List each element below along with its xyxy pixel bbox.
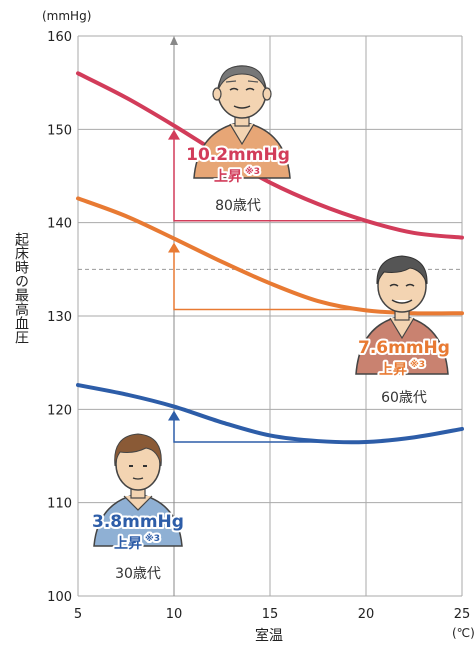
y-tick-label: 130 [47,310,72,325]
rise-note-80s: ※3 [245,166,260,177]
rise-bracket-2 [173,412,366,443]
x-axis-unit: (℃) [452,626,475,640]
series-line-2 [76,383,464,445]
y-tick-label: 140 [47,217,72,232]
rise-word-60s: 上昇 [379,362,407,378]
y-axis-label: 起床時の最高血圧 [13,232,29,344]
middle-aged-man-icon [355,255,449,375]
age-label-30s: 30歳代 [115,566,161,582]
rise-label-80s: 10.2mmHg [186,145,290,165]
x10-axis-arrowhead [170,36,178,45]
rise-note-60s: ※3 [410,359,425,370]
y-tick-label: 150 [47,123,72,138]
rise-label-60s: 7.6mmHg [358,338,450,358]
rise-arrowhead-0 [168,129,180,140]
x-tick-label: 20 [358,607,375,622]
x-axis-label: 室温 [255,627,283,644]
series-line-0 [76,71,464,240]
rise-word-80s: 上昇 [214,169,242,185]
rise-arrowhead-2 [168,410,180,421]
age-label-80s: 80歳代 [215,198,261,214]
rise-arrowhead-1 [168,242,180,253]
x-tick-label: 15 [262,607,279,622]
y-tick-label: 120 [47,403,72,418]
rise-arrow-layer [168,36,366,596]
rise-bracket-0 [173,131,366,222]
elderly-man-icon [193,65,291,179]
rise-label-30s: 3.8mmHg [92,512,184,532]
y-tick-label: 100 [47,590,72,605]
rise-word-30s: 上昇 [114,536,142,552]
x-tick-label: 5 [74,607,82,622]
y-axis-unit: (mmHg) [42,9,91,23]
young-man-icon [93,433,183,547]
rise-bracket-1 [173,244,366,311]
y-tick-label: 110 [47,497,72,512]
y-tick-label: 160 [47,30,72,45]
x-tick-label: 10 [166,607,183,622]
rise-note-30s: ※3 [145,533,160,544]
tick-layer: 100 110 120 130 140 150 160 5 10 15 20 25 [47,30,470,622]
age-label-60s: 60歳代 [381,390,427,406]
x-tick-label: 25 [454,607,471,622]
